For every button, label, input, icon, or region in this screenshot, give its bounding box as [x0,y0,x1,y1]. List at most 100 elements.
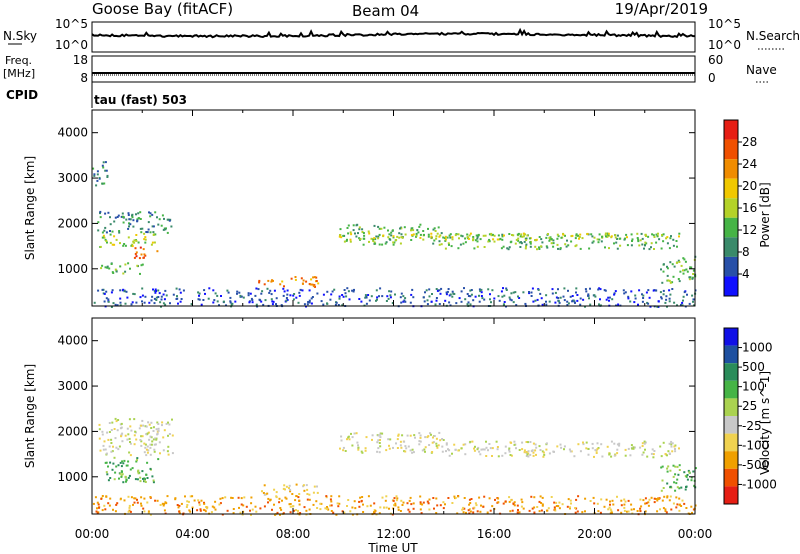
power-cell [433,227,436,230]
power-cell [678,235,680,238]
power-cell [662,233,665,236]
power-cell [444,235,447,238]
power-cell [478,294,480,297]
velocity-cell [283,484,286,487]
velocity-cell [656,499,659,502]
velocity-cell [121,473,124,476]
power-cell [107,300,110,303]
power-cell [538,246,540,249]
velocity-cell [154,437,157,440]
velocity-cell [388,507,390,510]
power-cell [598,287,601,290]
power-cell [677,278,680,280]
velocity-cell [541,503,544,506]
velocity-cell [204,510,207,513]
velocity-cell [142,424,145,427]
velocity-cell [623,506,626,509]
power-cell [439,234,442,237]
power-cell [310,297,313,300]
velocity-cell [351,444,354,447]
power-cell [93,301,96,304]
velocity-cell [110,442,113,444]
power-cell [671,288,674,290]
power-cell [556,243,559,246]
velocity-cell [627,447,630,450]
power-cell [665,237,668,240]
power-cell [500,247,503,250]
velocity-cell [131,467,134,470]
velocity-cell [165,422,168,425]
velocity-cell [378,442,381,444]
velocity-cell [596,442,599,445]
velocity-cell [553,506,556,509]
power-cell [650,242,653,245]
colorbar-segment [724,328,738,346]
velocity-cell [122,481,125,484]
velocity-cell [642,499,645,502]
velocity-cell [469,440,472,443]
power-cell [643,247,645,250]
velocity-cell [200,499,203,502]
velocity-cell [630,503,633,506]
power-cell [159,301,162,304]
velocity-cell [112,508,114,511]
velocity-cell [157,423,160,425]
velocity-cell [428,498,431,501]
power-cell [229,300,232,303]
velocity-cell [427,502,430,505]
velocity-cell [468,508,471,511]
power-cell [683,269,686,272]
x-tick-label: 12:00 [376,527,411,541]
velocity-cell [428,508,431,511]
velocity-cell [518,449,521,451]
power-cell [285,299,288,302]
power-cell [554,301,557,304]
colorbar-tick-label: 8 [742,245,750,259]
power-cell [418,225,421,228]
power-cell [606,235,609,238]
power-cell [345,295,348,298]
velocity-cell [168,423,171,426]
power-cell [579,303,582,306]
colorbar-segment [724,380,738,399]
power-cell [322,293,325,296]
velocity-cell [510,441,513,444]
velocity-cell [97,503,100,506]
velocity-cell [145,425,148,428]
velocity-cell [285,497,288,500]
colorbar-segment [724,217,738,238]
velocity-cell [177,506,180,509]
velocity-cell [289,511,292,514]
velocity-cell [371,434,374,437]
velocity-cell [339,447,341,450]
velocity-panel [91,317,696,515]
velocity-cell [584,510,586,513]
power-cell [139,218,142,220]
power-cell [640,232,643,235]
power-cell [682,269,684,272]
velocity-cell [119,461,122,464]
power-cell [135,255,138,258]
velocity-cell [203,502,206,505]
velocity-cell [508,448,510,451]
power-cell [410,234,413,237]
power-cell [312,276,315,279]
power-cell [508,233,511,235]
power-cell [346,227,349,229]
power-cell [170,225,173,228]
velocity-cell [661,465,664,468]
velocity-cell [156,432,159,435]
velocity-cell [643,440,646,443]
power-cell [175,287,178,290]
y-tick-label: 1000 [57,470,88,484]
colorbar-segment [724,416,738,434]
power-cell [474,295,477,298]
power-cell [105,240,108,242]
power-cell [672,275,675,278]
power-cell [582,298,585,301]
velocity-cell [596,448,599,450]
velocity-cell [326,506,328,508]
velocity-cell [171,434,174,437]
power-cell [230,303,233,306]
power-cell [475,234,478,237]
